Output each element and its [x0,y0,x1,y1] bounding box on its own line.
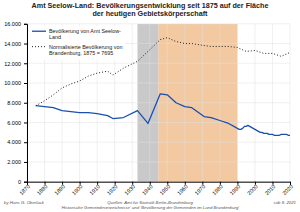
y-tick: 4.000 [7,139,27,145]
y-tick: 6.000 [7,120,27,126]
y-tick-mark [24,142,27,143]
legend-label-line: Normalisierte Bevölkerung von [49,44,122,50]
x-tick-label: 1930 [123,183,136,196]
x-tick-label: 1950 [158,183,171,196]
grid-line-y [27,161,290,162]
grid-line-y [27,122,290,123]
y-tick-mark [24,103,27,104]
y-tick-label: 8.000 [7,100,21,106]
y-tick-mark [24,44,27,45]
y-tick-mark [24,182,27,183]
grid-line-y [27,63,290,64]
y-tick-mark [24,24,27,25]
annotation-line: by Hans G. Oberlack [4,200,45,205]
y-axis: 0 2.000 4.000 6.000 8.000 10.000 12.000 14.000 1… [4,21,27,185]
grid-line-y [27,23,290,24]
annotation: säb 8. 2021 [274,200,297,205]
y-tick-label: 6.000 [7,120,21,126]
x-tick: 2010 [264,182,277,197]
legend-item: Normalisierte Bevölkerung vonBrandenburg… [32,44,122,56]
grid-line-y [27,142,290,143]
x-tick-label: 1920 [106,183,119,196]
x-tick: 1890 [53,182,66,197]
y-tick: 10.000 [4,80,27,86]
x-tick-label: 1970 [193,183,206,196]
x-axis: 1870 1880 1890 1900 1910 1920 1930 1940 1950 1960… [18,182,294,197]
legend-label-line: Bevölkerung von Amt Seelow- [49,28,121,34]
x-tick: 1950 [158,182,171,197]
y-tick-label: 10.000 [4,80,21,86]
legend-label-line: Land [49,34,61,40]
y-tick-label: 12.000 [4,61,21,67]
x-tick-label: 2010 [264,183,277,196]
x-tick-label: 2020 [281,183,294,196]
y-tick-label: 14.000 [4,41,21,47]
x-tick-label: 1890 [53,183,66,196]
x-tick: 2020 [281,182,294,197]
x-tick: 1990 [229,182,242,197]
x-tick: 1960 [176,182,189,197]
x-tick-label: 2000 [246,183,259,196]
grid-line-y [27,102,290,103]
y-tick-label: 0 [18,179,21,185]
series-line [36,38,290,106]
y-tick: 2.000 [7,159,27,165]
legend-background [29,26,125,60]
y-tick-label: 4.000 [7,139,21,145]
x-tick: 1930 [123,182,136,197]
x-tick-label: 1910 [88,183,101,196]
y-tick: 16.000 [4,21,27,27]
x-tick-label: 1990 [229,183,242,196]
legend-label: Normalisierte Bevölkerung vonBrandenburg… [49,44,122,56]
annotation: Quellen: Amt für Statistik Berlin-Brande… [61,200,240,210]
x-tick-label: 1880 [36,183,49,196]
x-tick: 1910 [88,182,101,197]
plot-area: 1870 1880 1890 1900 1910 1920 1930 1940 1950 1960… [4,21,294,196]
legend-item: Bevölkerung von Amt Seelow-Land [32,28,121,40]
y-axis-line [24,24,28,182]
legend-label-line: Brandenburg, 1875 = 7695 [49,50,113,56]
series-line [36,94,290,135]
x-tick: 1900 [71,182,84,197]
y-tick-mark [24,83,27,84]
y-tick: 14.000 [4,41,27,47]
y-tick: 8.000 [7,100,27,106]
x-tick: 1940 [141,182,154,197]
x-tick-label: 1900 [71,183,84,196]
annotation: by Hans G. Oberlack [4,200,45,205]
x-tick-label: 1940 [141,183,154,196]
x-tick: 1980 [211,182,224,197]
x-tick-label: 1870 [18,183,31,196]
legend-label: Bevölkerung von Amt Seelow-Land [49,28,121,40]
y-tick-label: 2.000 [7,159,21,165]
chart: Amt Seelow-Land: Bevölkerungsentwicklung… [0,0,300,212]
lines [36,38,290,136]
legend-swatch [32,46,46,47]
grid-line-y [27,83,290,84]
y-tick-mark [24,63,27,64]
x-axis-line [28,182,291,185]
x-tick: 1920 [106,182,119,197]
y-tick: 12.000 [4,61,27,67]
annotation-line: säb 8. 2021 [274,200,297,205]
annotation-line: 'Historische Gemeindeverzeichnisse' und … [61,205,240,210]
title-line: der heutigen Gebietskörperschaft [92,9,208,18]
y-tick: 0 [18,179,27,185]
y-tick-mark [24,162,27,163]
x-tick: 2000 [246,182,259,197]
x-tick-label: 1960 [176,183,189,196]
grid [27,24,290,182]
x-tick-label: 1980 [211,183,224,196]
x-tick: 1880 [36,182,49,197]
legend: Bevölkerung von Amt Seelow-Land Normalisi… [29,26,125,60]
footer: by Hans G. Oberlack Quellen: Amt für Stat… [4,200,297,210]
legend-swatch [32,31,46,32]
title: Amt Seelow-Land: Bevölkerungsentwicklung… [32,1,269,18]
x-tick: 1970 [193,182,206,197]
y-tick-mark [24,122,27,123]
y-tick-label: 16.000 [4,21,21,27]
